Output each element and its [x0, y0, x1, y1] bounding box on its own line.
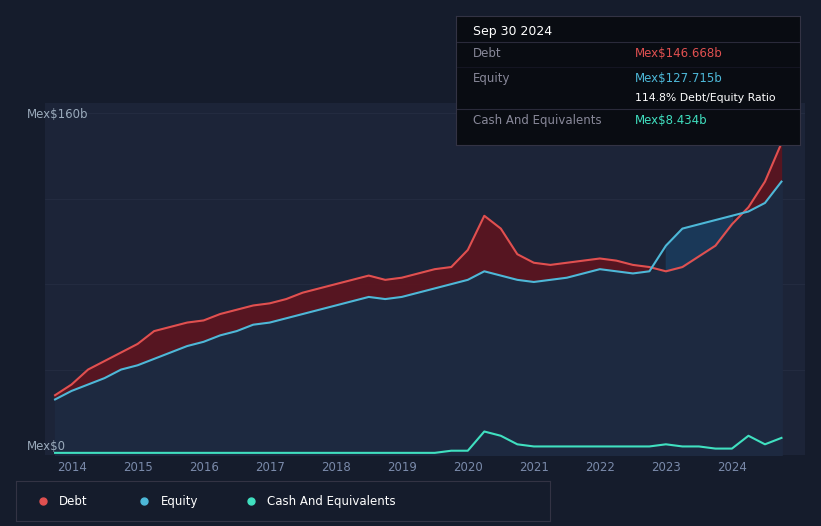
Text: Cash And Equivalents: Cash And Equivalents: [473, 114, 602, 127]
Text: Cash And Equivalents: Cash And Equivalents: [268, 494, 396, 508]
Text: Sep 30 2024: Sep 30 2024: [473, 25, 552, 38]
Text: Mex$0: Mex$0: [27, 440, 67, 453]
Text: Mex$160b: Mex$160b: [27, 108, 89, 122]
Text: Mex$146.668b: Mex$146.668b: [635, 47, 722, 60]
Text: Mex$127.715b: Mex$127.715b: [635, 73, 722, 86]
Text: Debt: Debt: [473, 47, 502, 60]
Text: Mex$8.434b: Mex$8.434b: [635, 114, 708, 127]
Text: Debt: Debt: [59, 494, 88, 508]
Text: Equity: Equity: [473, 73, 511, 86]
Text: 114.8% Debt/Equity Ratio: 114.8% Debt/Equity Ratio: [635, 93, 776, 103]
Text: Equity: Equity: [161, 494, 198, 508]
